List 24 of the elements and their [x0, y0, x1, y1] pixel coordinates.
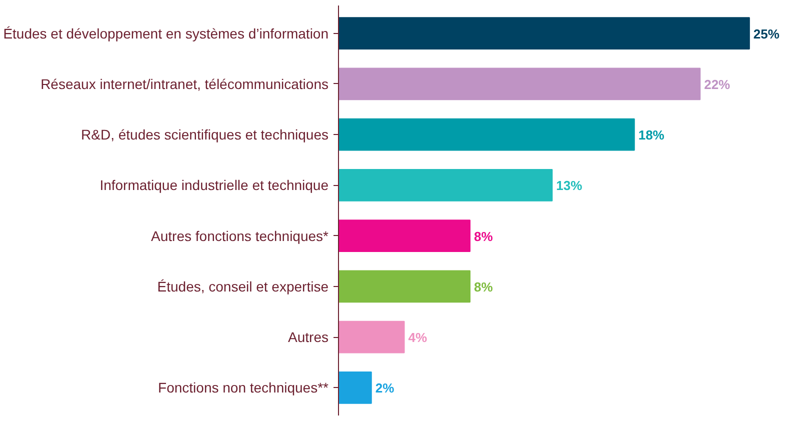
y-tick-label: Études, conseil et expertise: [157, 278, 329, 294]
bar: [338, 371, 372, 404]
y-tick-label: Autres: [288, 329, 329, 346]
data-label: 2%: [375, 380, 395, 396]
y-tick-label: Informatique industrielle et technique: [100, 177, 329, 194]
bar: [338, 68, 701, 100]
bar: [338, 270, 470, 303]
bar: [338, 320, 405, 354]
y-tick-label: Études et développement en systèmes d’information: [3, 25, 328, 42]
bar: [338, 17, 750, 50]
y-tick-label: R&D, études scientifiques et techniques: [81, 126, 329, 143]
bar: [338, 220, 470, 252]
data-label: 4%: [408, 330, 428, 346]
bar: [338, 118, 635, 151]
data-label: 8%: [474, 279, 494, 294]
data-label: 8%: [474, 228, 494, 244]
y-tick-label: Autres fonctions techniques*: [151, 228, 330, 244]
data-label: 25%: [753, 26, 780, 42]
data-label: 18%: [638, 128, 665, 143]
y-tick-label: Réseaux internet/intranet, télécommunications: [40, 76, 329, 92]
data-label: 22%: [704, 76, 731, 92]
y-tick-label: Fonctions non techniques**: [158, 380, 330, 396]
data-label: 13%: [556, 178, 583, 194]
bar: [338, 169, 553, 202]
